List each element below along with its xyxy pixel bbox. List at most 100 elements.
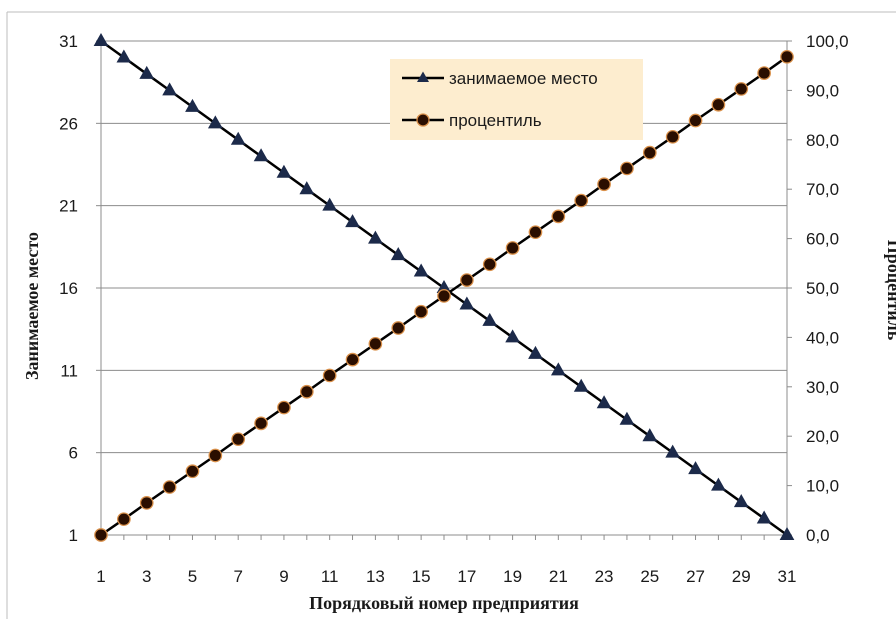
- data-point-triangle: [482, 312, 498, 326]
- y-right-tick-label: 60,0: [806, 230, 839, 249]
- y-right-tick-label: 0,0: [806, 526, 830, 545]
- y-left-tick-label: 1: [69, 526, 78, 545]
- series-layer: [93, 32, 795, 542]
- y-right-tick-label: 90,0: [806, 81, 839, 100]
- x-tick-label: 3: [142, 567, 151, 586]
- data-point-circle: [299, 384, 314, 399]
- y-axis-left-title: Занимаемое место: [22, 232, 42, 380]
- data-point-circle: [368, 336, 383, 351]
- data-point-triangle: [688, 461, 703, 475]
- data-point-circle: [185, 464, 200, 479]
- data-point-triangle: [390, 247, 406, 261]
- x-tick-label: 1: [96, 567, 105, 586]
- data-point-triangle: [93, 32, 109, 46]
- data-point-triangle: [642, 428, 658, 442]
- data-point-circle: [231, 432, 246, 447]
- y-right-tick-label: 50,0: [806, 279, 839, 298]
- data-point-circle: [551, 209, 566, 224]
- x-tick-label: 29: [732, 567, 751, 586]
- data-point-circle: [277, 400, 291, 415]
- y-left-tick-label: 6: [69, 444, 78, 463]
- x-tick-label: 21: [549, 567, 568, 586]
- y-left-tick-label: 31: [59, 32, 78, 51]
- y-left-tick-label: 16: [59, 279, 78, 298]
- data-point-triangle: [230, 131, 246, 145]
- data-point-triangle: [276, 164, 292, 178]
- x-tick-label: 19: [503, 567, 522, 586]
- legend-label-percentile: процентиль: [449, 111, 542, 130]
- tick-labels: 1 3 5 7 9 11 13 15 17 19 21 23 25 27 29 311611162126310…: [59, 32, 848, 586]
- x-tick-label: 23: [595, 567, 614, 586]
- y-axis-right-title: Процентиль: [884, 240, 896, 341]
- y-right-tick-label: 10,0: [806, 477, 839, 496]
- data-point-circle: [597, 177, 611, 192]
- data-point-triangle: [322, 197, 338, 211]
- data-point-circle: [734, 82, 749, 96]
- data-point-triangle: [779, 526, 795, 540]
- data-point-triangle: [368, 230, 383, 244]
- x-tick-label: 25: [640, 567, 659, 586]
- x-tick-label: 5: [188, 567, 197, 586]
- y-left-tick-label: 21: [59, 197, 78, 216]
- data-point-circle: [117, 512, 131, 527]
- y-right-tick-label: 80,0: [806, 131, 839, 150]
- x-tick-label: 15: [412, 567, 431, 586]
- data-point-circle: [437, 289, 451, 303]
- y-left-tick-label: 26: [59, 114, 78, 133]
- data-point-circle: [482, 257, 497, 272]
- data-point-circle: [254, 416, 268, 431]
- data-point-circle: [505, 241, 520, 255]
- data-point-triangle: [185, 98, 200, 112]
- data-point-circle: [711, 97, 726, 112]
- legend-box: [390, 59, 643, 140]
- data-point-circle: [665, 129, 680, 144]
- data-point-triangle: [550, 362, 566, 376]
- data-point-triangle: [162, 82, 177, 96]
- data-point-circle: [391, 321, 406, 335]
- y-right-tick-label: 40,0: [806, 328, 839, 347]
- data-point-triangle: [711, 477, 726, 491]
- data-point-circle: [780, 49, 794, 64]
- data-point-circle: [139, 496, 154, 510]
- legend-label-rank: занимаемое место: [449, 69, 598, 88]
- data-point-triangle: [573, 378, 589, 392]
- y-right-tick-label: 30,0: [806, 378, 839, 397]
- data-point-circle: [620, 161, 634, 176]
- data-point-triangle: [413, 263, 429, 277]
- x-tick-label: 11: [321, 567, 339, 586]
- data-point-circle: [208, 448, 223, 463]
- data-point-triangle: [253, 148, 269, 162]
- x-tick-label: 17: [457, 567, 476, 586]
- x-tick-label: 31: [778, 567, 797, 586]
- x-tick-label: 27: [686, 567, 705, 586]
- y-right-tick-label: 20,0: [806, 427, 839, 446]
- data-point-triangle: [665, 444, 681, 458]
- data-point-triangle: [139, 65, 155, 79]
- data-point-circle: [162, 480, 177, 494]
- data-point-triangle: [619, 411, 635, 425]
- data-point-circle: [94, 528, 108, 542]
- data-point-circle: [574, 193, 589, 208]
- data-point-circle: [642, 145, 657, 160]
- x-tick-label: 7: [233, 567, 242, 586]
- data-point-triangle: [756, 510, 772, 524]
- data-point-circle: [460, 273, 474, 287]
- x-tick-label: 9: [279, 567, 288, 586]
- data-point-circle: [414, 304, 428, 319]
- data-point-triangle: [207, 115, 223, 129]
- y-left-tick-label: 11: [60, 361, 78, 380]
- data-point-circle: [757, 66, 771, 80]
- data-point-circle: [322, 368, 337, 383]
- data-point-circle: [345, 352, 360, 367]
- data-point-triangle: [345, 214, 360, 228]
- data-point-circle: [528, 225, 543, 240]
- data-point-triangle: [733, 494, 749, 508]
- x-axis-title: Порядковый номер предприятия: [309, 593, 579, 613]
- x-tick-label: 13: [366, 567, 385, 586]
- data-point-triangle: [299, 181, 315, 195]
- y-right-tick-label: 100,0: [806, 32, 849, 51]
- data-point-triangle: [596, 395, 612, 409]
- data-point-triangle: [505, 329, 520, 343]
